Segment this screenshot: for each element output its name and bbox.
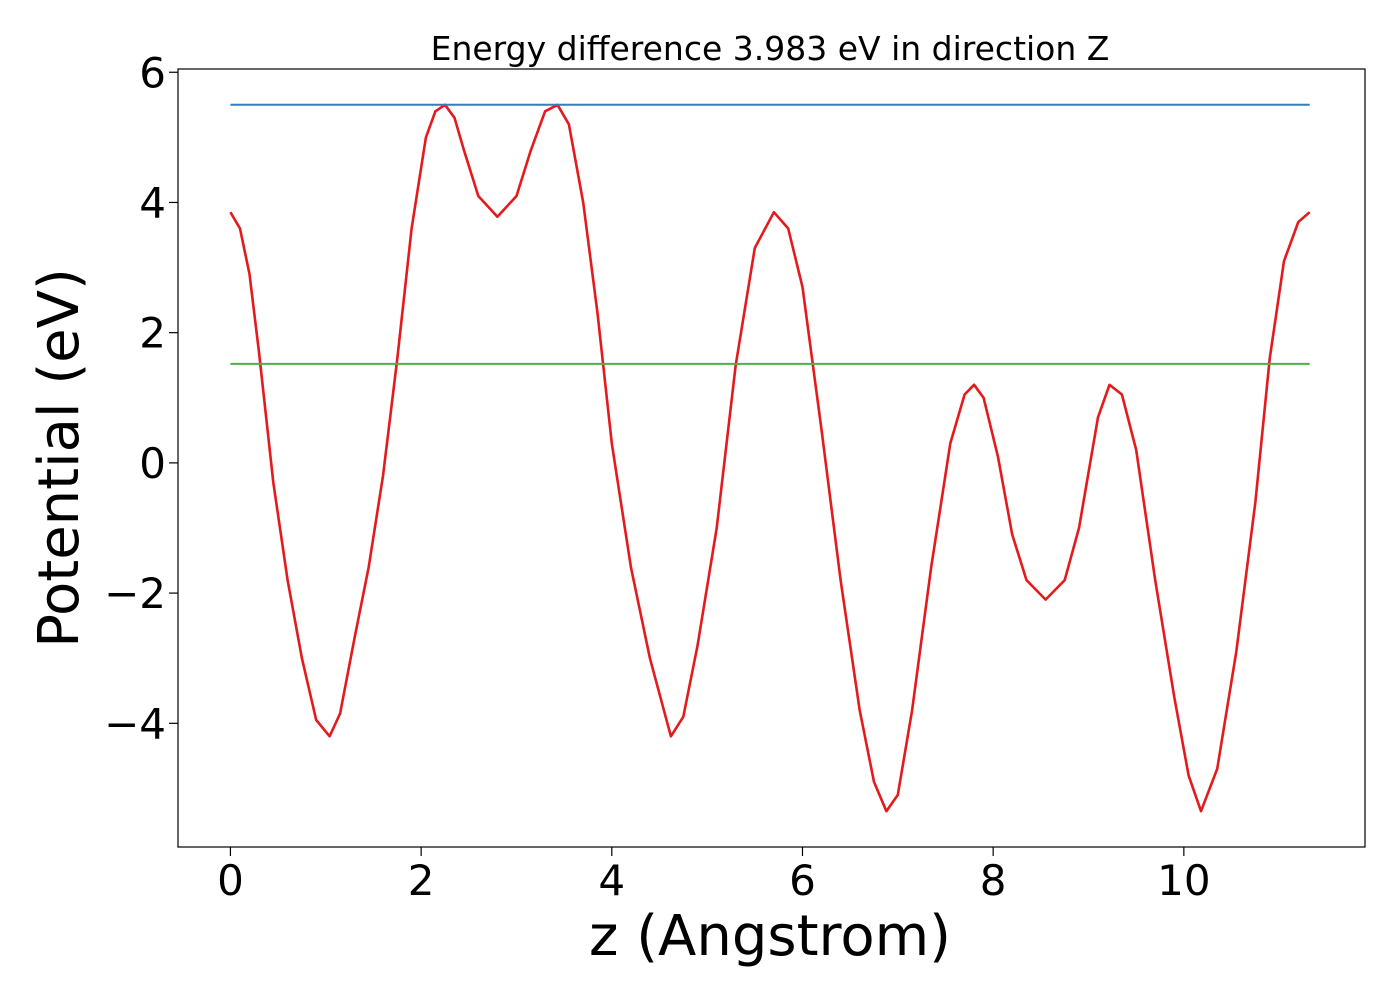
series-layer <box>229 103 1311 813</box>
y-tick-label: 0 <box>139 439 166 488</box>
x-tick-label: 2 <box>408 856 435 905</box>
y-axis: −4 −2 0 2 4 6 <box>104 48 178 748</box>
x-axis: 0 2 4 6 8 10 <box>217 847 1211 905</box>
chart-title: Energy difference 3.983 eV in direction … <box>431 29 1110 68</box>
y-tick-label: −2 <box>104 569 166 618</box>
y-tick-label: 4 <box>139 178 166 227</box>
y-tick-label: −4 <box>104 699 166 748</box>
plot-area-frame <box>177 68 1366 848</box>
x-tick-label: 4 <box>598 856 625 905</box>
x-tick-label: 0 <box>217 856 244 905</box>
potential-curve <box>229 103 1311 813</box>
y-axis-title: Potential (eV) <box>27 268 92 648</box>
y-tick-label: 2 <box>139 309 166 358</box>
x-tick-label: 6 <box>789 856 816 905</box>
x-axis-title: z (Angstrom) <box>589 904 951 969</box>
x-tick-label: 8 <box>980 856 1007 905</box>
x-tick-label: 10 <box>1157 856 1210 905</box>
y-tick-label: 6 <box>139 48 166 97</box>
